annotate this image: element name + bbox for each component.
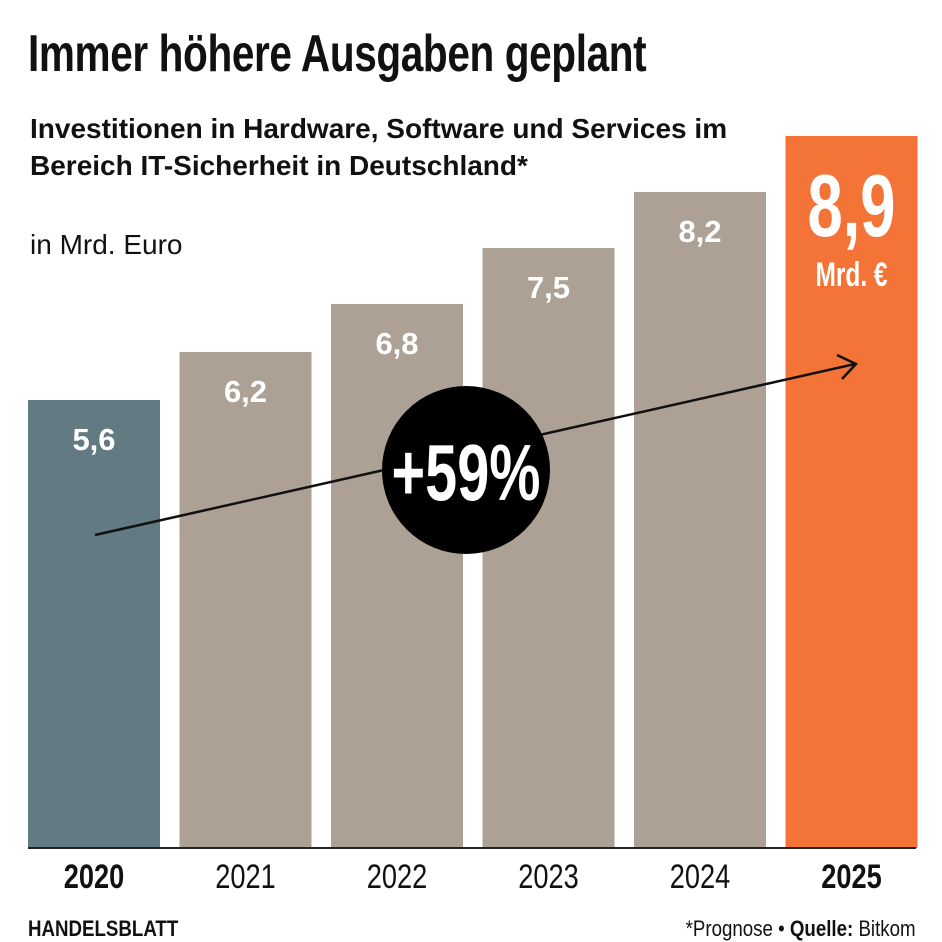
- bar-2021: [179, 352, 312, 848]
- bar-2022: [331, 304, 463, 848]
- x-tick-label: 2021: [215, 857, 275, 896]
- bar-2023: [482, 248, 615, 848]
- value-label: 6,8: [375, 326, 418, 361]
- x-tick-label: 2023: [518, 857, 578, 896]
- brand-logo: HANDELSBLATT: [28, 916, 179, 941]
- chart-subtitle: Investitionen in Hardware, Software und …: [30, 113, 728, 181]
- x-tick-label: 2025: [821, 857, 881, 896]
- value-label: 5,6: [72, 422, 115, 457]
- bar-2020: [28, 400, 160, 848]
- arrow-head-icon: [836, 353, 859, 380]
- bar-2024: [634, 192, 766, 848]
- value-label: 6,2: [224, 374, 267, 409]
- footnote: *Prognose • Quelle: Bitkom: [686, 916, 916, 942]
- x-tick-label: 2022: [367, 857, 427, 896]
- value-label: 8,9: [807, 158, 895, 256]
- bar-2025: [785, 136, 918, 848]
- x-tick-label: 2020: [64, 857, 124, 896]
- source-name: Bitkom: [853, 916, 916, 941]
- prognose-note: *Prognose •: [685, 916, 791, 941]
- unit-label: in Mrd. Euro: [30, 229, 183, 260]
- chart-title: Immer höhere Ausgaben geplant: [28, 25, 647, 83]
- growth-label: +59%: [392, 428, 541, 518]
- source-label: Quelle:: [790, 916, 854, 941]
- unit-badge: Mrd. €: [815, 256, 887, 294]
- growth-badge: [382, 386, 550, 554]
- x-tick-label: 2024: [670, 857, 730, 896]
- value-label: 8,2: [678, 214, 721, 249]
- value-label: 7,5: [527, 270, 570, 305]
